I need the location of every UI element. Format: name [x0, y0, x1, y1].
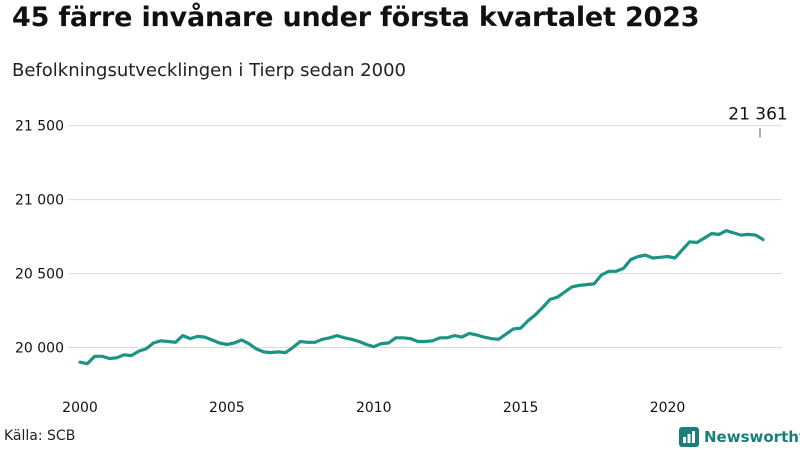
source-note: Källa: SCB: [4, 428, 76, 444]
y-tick-label: 20 000: [15, 340, 64, 356]
x-tick-label: 2010: [356, 400, 392, 416]
annotation-label: 21 361: [728, 104, 787, 124]
annotation-group: 21 361: [728, 104, 788, 138]
series-line: [78, 229, 765, 366]
y-tick-label: 20 500: [15, 267, 64, 283]
x-tick-label: 2020: [650, 400, 686, 416]
chart-title: 45 färre invånare under första kvartalet…: [12, 2, 700, 33]
y-tick-label: 21 500: [15, 119, 64, 135]
x-axis-ticks: 2000 2005 2010 2015 2020: [62, 400, 685, 416]
y-axis-ticks: 20 000 20 500 21 000 21 500: [15, 119, 64, 357]
x-tick-label: 2015: [503, 400, 539, 416]
chart-subtitle: Befolkningsutvecklingen i Tierp sedan 20…: [12, 60, 407, 81]
x-tick-label: 2000: [62, 400, 98, 416]
gridlines: [68, 125, 782, 348]
brand-name: Newsworthy: [704, 428, 800, 446]
x-tick-label: 2005: [209, 400, 245, 416]
y-tick-label: 21 000: [15, 193, 64, 209]
bar-chart-icon: [679, 427, 699, 447]
brand-logo: Newsworthy: [679, 425, 800, 449]
series-line-group: [78, 229, 765, 366]
